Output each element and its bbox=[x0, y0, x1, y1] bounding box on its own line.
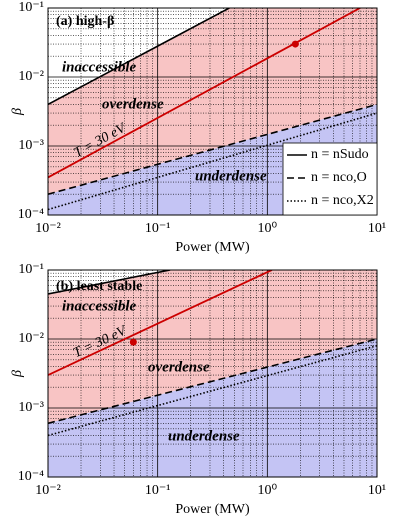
annotation: underdense bbox=[195, 168, 267, 184]
annotation: underdense bbox=[168, 428, 240, 444]
x-tick-label: 10⁻¹ bbox=[145, 221, 171, 236]
series-line bbox=[48, 338, 377, 425]
annotation: overdense bbox=[102, 96, 164, 112]
point bbox=[129, 338, 137, 346]
temperature-line bbox=[48, 8, 361, 179]
series-line bbox=[48, 270, 171, 295]
annotation: overdense bbox=[148, 359, 210, 375]
y-tick-label: 10⁻¹ bbox=[18, 262, 44, 277]
y-tick-label: 10⁻³ bbox=[18, 400, 44, 415]
x-tick-label: 10⁰ bbox=[258, 221, 278, 236]
x-tick-label: 10⁻¹ bbox=[145, 483, 171, 498]
series-line bbox=[48, 344, 377, 437]
plot-area bbox=[48, 8, 377, 215]
y-tick-label: 10⁻³ bbox=[18, 138, 44, 153]
plot-frame bbox=[47, 7, 378, 216]
panel-title: (b) least stable bbox=[56, 279, 142, 294]
annotation: inaccessible bbox=[62, 59, 136, 75]
y-tick-label: 10⁻¹ bbox=[18, 0, 44, 15]
y-axis-label: β bbox=[10, 370, 25, 378]
panel-title: (a) high-β bbox=[56, 14, 114, 29]
y-tick-label: 10⁻² bbox=[18, 69, 44, 84]
legend-label: n = nco,X2 bbox=[311, 193, 374, 208]
series-line bbox=[48, 8, 230, 106]
point bbox=[291, 40, 299, 48]
x-tick-label: 10⁻² bbox=[35, 221, 61, 236]
region-fill bbox=[48, 8, 377, 195]
x-tick-label: 10⁰ bbox=[258, 483, 278, 498]
temperature-line bbox=[48, 270, 273, 376]
x-axis-label: Power (MW) bbox=[175, 502, 250, 517]
y-axis-label: β bbox=[10, 108, 25, 116]
x-tick-label: 10¹ bbox=[368, 483, 386, 498]
y-tick-label: 10⁻² bbox=[18, 331, 44, 346]
x-axis-label: Power (MW) bbox=[175, 240, 250, 255]
plot-area bbox=[48, 270, 377, 477]
annotation: inaccessible bbox=[62, 298, 136, 314]
y-tick-label: 10⁻⁴ bbox=[18, 207, 44, 222]
legend-label: n = nSudo bbox=[311, 147, 369, 162]
region-fill bbox=[48, 270, 377, 424]
x-tick-label: 10¹ bbox=[368, 221, 386, 236]
x-tick-label: 10⁻² bbox=[35, 483, 61, 498]
legend-label: n = nco,O bbox=[311, 170, 367, 185]
series-line bbox=[48, 112, 377, 211]
series-line bbox=[48, 103, 377, 196]
plot-frame bbox=[47, 269, 378, 478]
y-tick-label: 10⁻⁴ bbox=[18, 469, 44, 484]
